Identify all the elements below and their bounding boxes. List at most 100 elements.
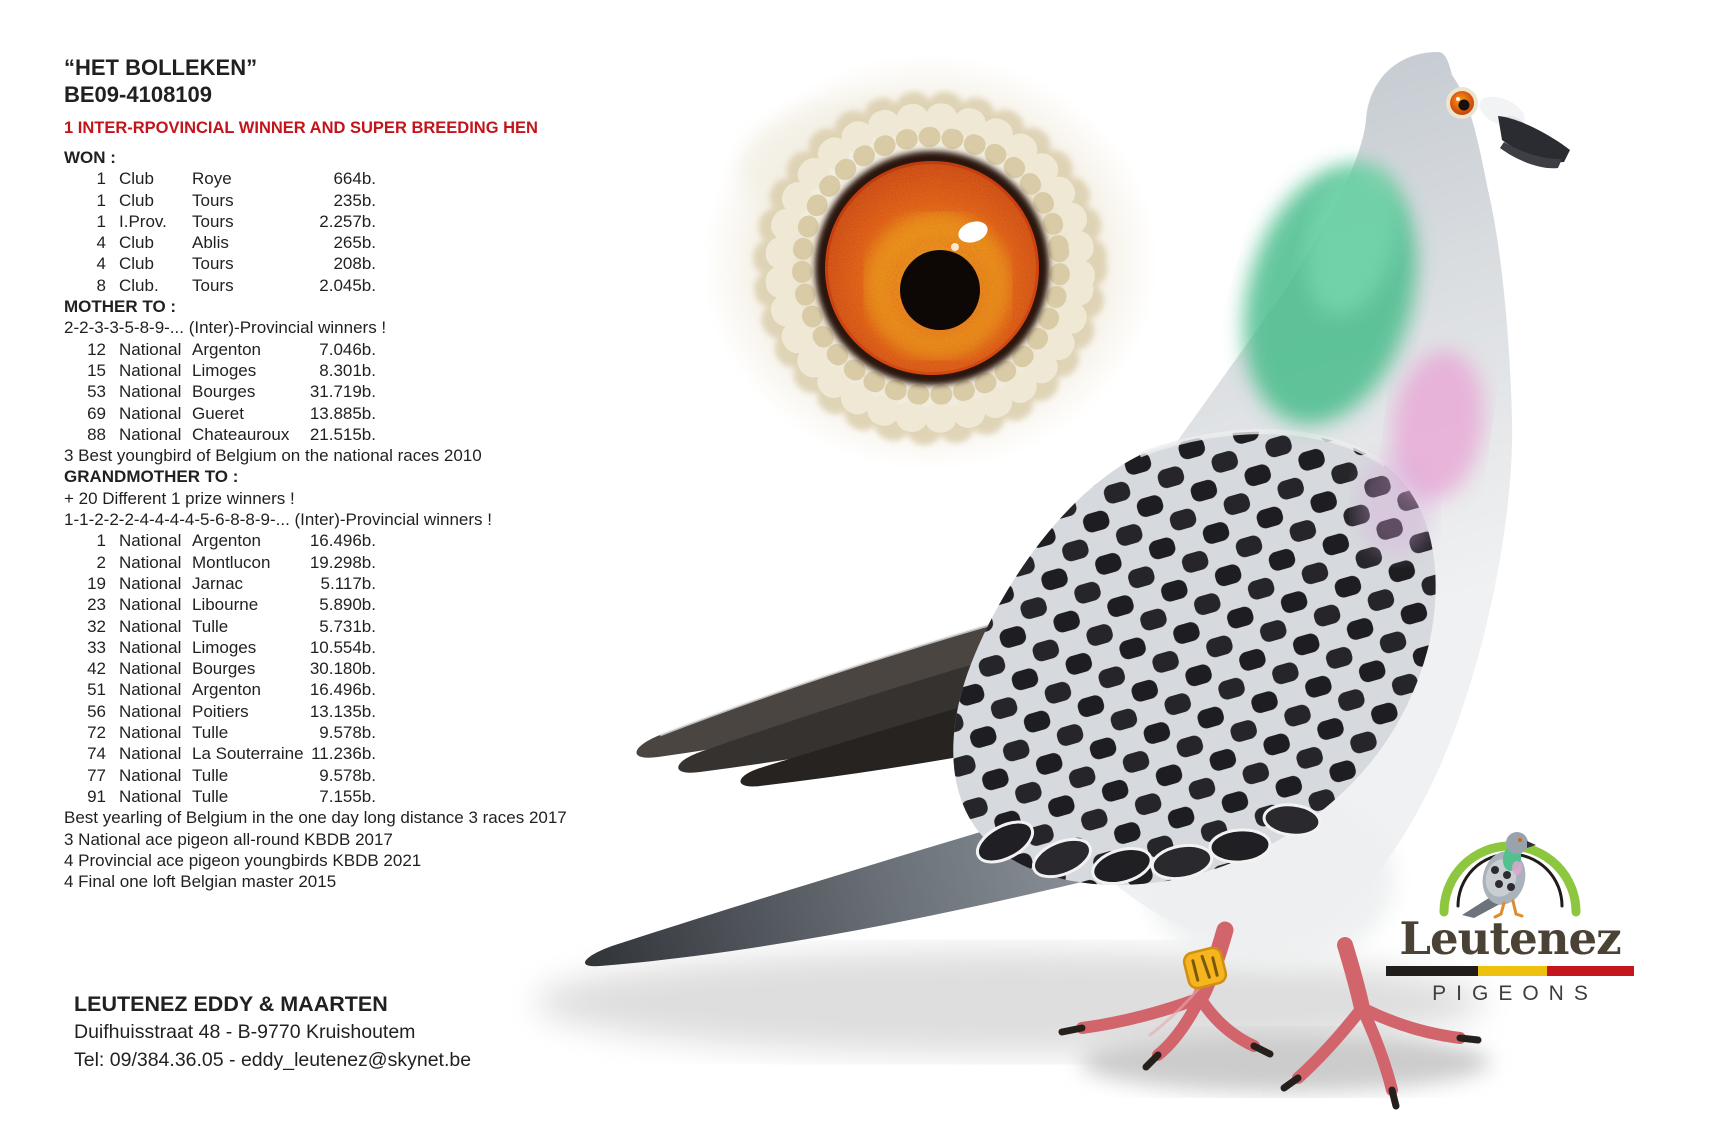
result-level: Club: [119, 254, 154, 274]
result-race: Jarnac: [192, 573, 244, 593]
result-position: 23: [87, 595, 106, 615]
grandmother-intro-line-1: + 20 Different 1 prize winners !: [64, 488, 295, 508]
result-position: 74: [87, 744, 106, 764]
result-level: National: [119, 680, 182, 700]
result-row: 77 National Tulle 9.578b.: [64, 765, 704, 786]
result-position: 91: [87, 786, 106, 806]
result-birds-count: 235b.: [333, 190, 376, 210]
result-position: 32: [87, 616, 106, 636]
result-row: 23 National Libourne 5.890b.: [64, 594, 704, 615]
result-position: 33: [87, 637, 106, 657]
breeder-contact: Tel: 09/384.36.05 - eddy_leutenez@skynet…: [74, 1049, 472, 1071]
flag-yellow-segment: [1477, 966, 1548, 976]
result-row: 4 Club Tours 208b.: [64, 253, 704, 274]
pigeon-photo: [535, 52, 1570, 1110]
result-level: National: [119, 573, 182, 593]
result-race: Libourne: [192, 595, 259, 615]
result-level: National: [119, 424, 182, 444]
logo-mini-pigeon: [1462, 832, 1536, 919]
result-level: National: [119, 723, 182, 743]
result-birds-count: 11.236b.: [311, 744, 376, 764]
result-position: 77: [87, 765, 106, 785]
result-row: 1 Club Roye 664b.: [64, 168, 704, 189]
result-birds-count: 19.298b.: [309, 552, 376, 572]
result-position: 72: [87, 723, 106, 743]
result-row: 53 National Bourges 31.719b.: [64, 381, 704, 402]
result-position: 51: [87, 680, 106, 700]
mother-results-table: 12 National Argenton 7.046b. 15 National…: [64, 339, 704, 445]
result-birds-count: 30.180b.: [309, 659, 376, 679]
result-position: 69: [87, 403, 106, 423]
result-race: Argenton: [192, 680, 261, 700]
achievement-line: 4 Final one loft Belgian master 2015: [64, 872, 337, 892]
result-birds-count: 7.046b.: [319, 339, 376, 359]
result-row: 4 Club Ablis 265b.: [64, 232, 704, 253]
ring-number: BE09-4108109: [64, 82, 213, 107]
leg-ring-band: [1182, 946, 1228, 990]
result-birds-count: 9.578b.: [319, 765, 376, 785]
result-row: 56 National Poitiers 13.135b.: [64, 701, 704, 722]
result-birds-count: 13.135b.: [309, 701, 376, 721]
result-race: Tulle: [192, 723, 229, 743]
achievement-line: 3 National ace pigeon all-round KBDB 201…: [64, 829, 393, 849]
result-level: National: [119, 701, 182, 721]
result-row: 91 National Tulle 7.155b.: [64, 786, 704, 807]
result-race: Limoges: [192, 637, 257, 657]
result-level: National: [119, 637, 182, 657]
result-position: 4: [96, 254, 106, 274]
eye-highlight: [958, 221, 988, 243]
result-row: 88 National Chateauroux 21.515b.: [64, 424, 704, 445]
neck-iridescence: [1243, 163, 1484, 557]
pupil: [900, 250, 980, 330]
result-position: 53: [87, 382, 106, 402]
result-row: 32 National Tulle 5.731b.: [64, 616, 704, 637]
flag-red-segment: [1547, 966, 1634, 976]
mother-outro-line: 3 Best youngbird of Belgium on the natio…: [64, 446, 482, 466]
result-race: Tours: [192, 275, 234, 295]
result-birds-count: 13.885b.: [309, 403, 376, 423]
result-position: 12: [87, 339, 106, 359]
grandmother-results-table: 1 National Argenton 16.496b. 2 National …: [64, 530, 704, 807]
result-position: 1: [96, 211, 106, 231]
result-position: 2: [96, 552, 106, 572]
result-birds-count: 664b.: [333, 169, 376, 189]
result-row: 2 National Montlucon 19.298b.: [64, 552, 704, 573]
result-level: National: [119, 531, 182, 551]
result-level: National: [119, 616, 182, 636]
result-row: 8 Club. Tours 2.045b.: [64, 275, 704, 296]
result-race: Montlucon: [192, 552, 271, 572]
result-birds-count: 21.515b.: [309, 424, 376, 444]
achievements-list: Best yearling of Belgium in the one day …: [64, 807, 704, 892]
result-race: Bourges: [192, 382, 256, 402]
result-position: 1: [96, 531, 106, 551]
result-birds-count: 5.890b.: [319, 595, 376, 615]
result-level: National: [119, 339, 182, 359]
result-birds-count: 9.578b.: [319, 723, 376, 743]
result-race: Tulle: [192, 765, 229, 785]
result-birds-count: 265b.: [333, 233, 376, 253]
result-level: National: [119, 360, 182, 380]
result-race: La Souterraine: [192, 744, 304, 764]
result-birds-count: 31.719b.: [309, 382, 376, 402]
pedigree-text-block: “HET BOLLEKEN” BE09-4108109 1 INTER-RPOV…: [64, 54, 704, 892]
result-race: Chateauroux: [192, 424, 290, 444]
result-race: Ablis: [192, 233, 229, 253]
result-position: 15: [87, 360, 106, 380]
leutenez-logo: Leutenez PIGEONS: [1382, 814, 1638, 1006]
result-birds-count: 10.554b.: [309, 637, 376, 657]
result-birds-count: 208b.: [333, 254, 376, 274]
result-birds-count: 7.155b.: [319, 786, 376, 806]
result-level: I.Prov.: [119, 211, 167, 231]
belgian-flag-bar: [1386, 966, 1634, 976]
result-race: Tours: [192, 190, 234, 210]
won-heading: WON :: [64, 148, 116, 167]
legs-and-feet: [1058, 921, 1482, 1110]
result-position: 56: [87, 701, 106, 721]
result-level: Club: [119, 169, 154, 189]
result-position: 88: [87, 424, 106, 444]
result-row: 12 National Argenton 7.046b.: [64, 339, 704, 360]
result-level: National: [119, 744, 182, 764]
result-position: 42: [87, 659, 106, 679]
achievement-line: 4 Provincial ace pigeon youngbirds KBDB …: [64, 850, 422, 870]
